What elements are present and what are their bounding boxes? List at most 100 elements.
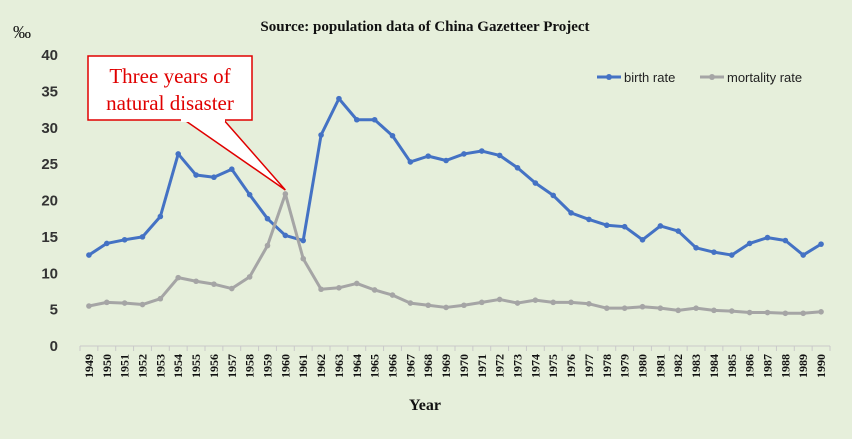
x-tick-label: 1978 [600, 354, 614, 378]
y-tick-label: 25 [41, 156, 58, 173]
data-point-mortality-rate [389, 292, 396, 298]
x-tick-label: 1981 [653, 354, 667, 378]
data-point-mortality-rate [103, 299, 110, 306]
data-point-mortality-rate [336, 285, 342, 291]
data-point-mortality-rate [711, 307, 717, 314]
x-tick-label: 1950 [100, 354, 114, 378]
x-tick-label: 1956 [207, 354, 221, 378]
y-tick-label: 0 [50, 338, 58, 355]
data-point-mortality-rate [264, 242, 271, 249]
annotation-line-1: Three years of [109, 64, 230, 88]
data-point-birth-rate [264, 215, 271, 222]
data-point-mortality-rate [728, 308, 735, 314]
data-point-birth-rate [282, 232, 289, 239]
data-point-birth-rate [318, 132, 324, 138]
x-tick-label: 1967 [403, 354, 417, 378]
legend-item-birth-rate: birth rate [597, 70, 675, 85]
x-tick-label: 1977 [582, 354, 596, 378]
data-point-mortality-rate [782, 310, 789, 317]
data-point-birth-rate [300, 237, 307, 244]
legend-label-birth-rate: birth rate [624, 70, 675, 85]
x-tick-label: 1955 [189, 354, 203, 378]
x-tick-label: 1974 [528, 354, 542, 378]
data-point-birth-rate [800, 252, 807, 258]
data-point-birth-rate [407, 159, 414, 165]
data-point-birth-rate [478, 148, 485, 154]
data-point-birth-rate [782, 237, 789, 244]
series-mortality-rate [86, 191, 824, 317]
x-tick-label: 1989 [796, 354, 810, 378]
data-point-birth-rate [603, 222, 610, 229]
legend: birth rate mortality rate [597, 70, 802, 85]
data-point-birth-rate [568, 210, 574, 216]
data-point-mortality-rate [443, 304, 449, 311]
data-point-mortality-rate [175, 274, 182, 281]
data-point-mortality-rate [300, 255, 307, 262]
data-point-mortality-rate [86, 303, 92, 309]
x-tick-label: 1983 [689, 354, 703, 378]
data-point-mortality-rate [228, 285, 235, 292]
data-point-birth-rate [228, 166, 235, 173]
data-point-mortality-rate [639, 303, 646, 310]
data-point-mortality-rate [461, 302, 467, 309]
data-point-birth-rate [746, 240, 753, 247]
series-layer [86, 95, 824, 317]
x-tick-label: 1973 [511, 354, 525, 378]
data-point-birth-rate [764, 234, 771, 241]
legend-marker-mortality-rate [709, 74, 715, 80]
data-point-mortality-rate [746, 309, 753, 316]
x-tick-label: 1949 [82, 354, 96, 378]
y-axis-unit: ‰ [13, 22, 31, 42]
data-point-birth-rate [693, 244, 699, 251]
x-tick-label: 1957 [225, 354, 239, 378]
data-point-mortality-rate [407, 300, 414, 306]
data-point-birth-rate [639, 236, 646, 243]
x-tick-label: 1958 [243, 354, 257, 378]
x-tick-label: 1985 [725, 354, 739, 378]
data-point-mortality-rate [157, 295, 164, 302]
data-point-mortality-rate [675, 307, 682, 314]
data-point-birth-rate [121, 236, 128, 243]
data-point-mortality-rate [818, 309, 824, 315]
series-birth-rate [86, 95, 824, 258]
x-tick-label: 1975 [546, 354, 560, 378]
x-axis: 1949 1950 1951 1952 1953 1954 1955 1956 1957 1958… [79, 345, 831, 378]
data-point-mortality-rate [121, 300, 128, 306]
data-point-mortality-rate [371, 287, 378, 293]
data-point-birth-rate [193, 172, 199, 178]
data-point-mortality-rate [532, 297, 539, 303]
x-tick-label: 1962 [314, 354, 328, 378]
data-point-birth-rate [514, 164, 521, 171]
x-tick-label: 1980 [636, 354, 650, 378]
y-tick-label: 5 [50, 302, 58, 319]
y-tick-label: 10 [41, 265, 58, 282]
x-tick-label: 1960 [278, 354, 292, 378]
data-point-mortality-rate [496, 296, 503, 303]
data-point-mortality-rate [193, 278, 199, 285]
annotation-line-2: natural disaster [106, 91, 234, 115]
x-tick-label: 1968 [421, 354, 435, 378]
data-point-birth-rate [157, 213, 164, 220]
data-point-mortality-rate [282, 191, 289, 197]
data-point-birth-rate [657, 223, 664, 229]
data-point-birth-rate [443, 157, 449, 164]
data-point-mortality-rate [568, 299, 574, 306]
data-point-birth-rate [675, 228, 682, 234]
x-tick-label: 1970 [457, 354, 471, 378]
x-tick-label: 1990 [814, 354, 828, 378]
x-tick-label: 1961 [296, 354, 310, 378]
x-tick-label: 1952 [136, 354, 150, 378]
x-tick-label: 1971 [475, 354, 489, 378]
series-line-birth-rate [87, 97, 823, 257]
x-tick-label: 1986 [743, 354, 757, 378]
data-point-mortality-rate [318, 286, 324, 293]
data-point-mortality-rate [693, 305, 699, 311]
data-point-birth-rate [461, 151, 467, 157]
data-point-birth-rate [728, 252, 735, 258]
data-point-birth-rate [371, 116, 378, 123]
data-point-birth-rate [496, 152, 503, 159]
data-point-birth-rate [586, 216, 592, 223]
y-tick-label: 35 [41, 83, 58, 100]
annotation-callout: Three years of natural disaster [87, 55, 286, 191]
